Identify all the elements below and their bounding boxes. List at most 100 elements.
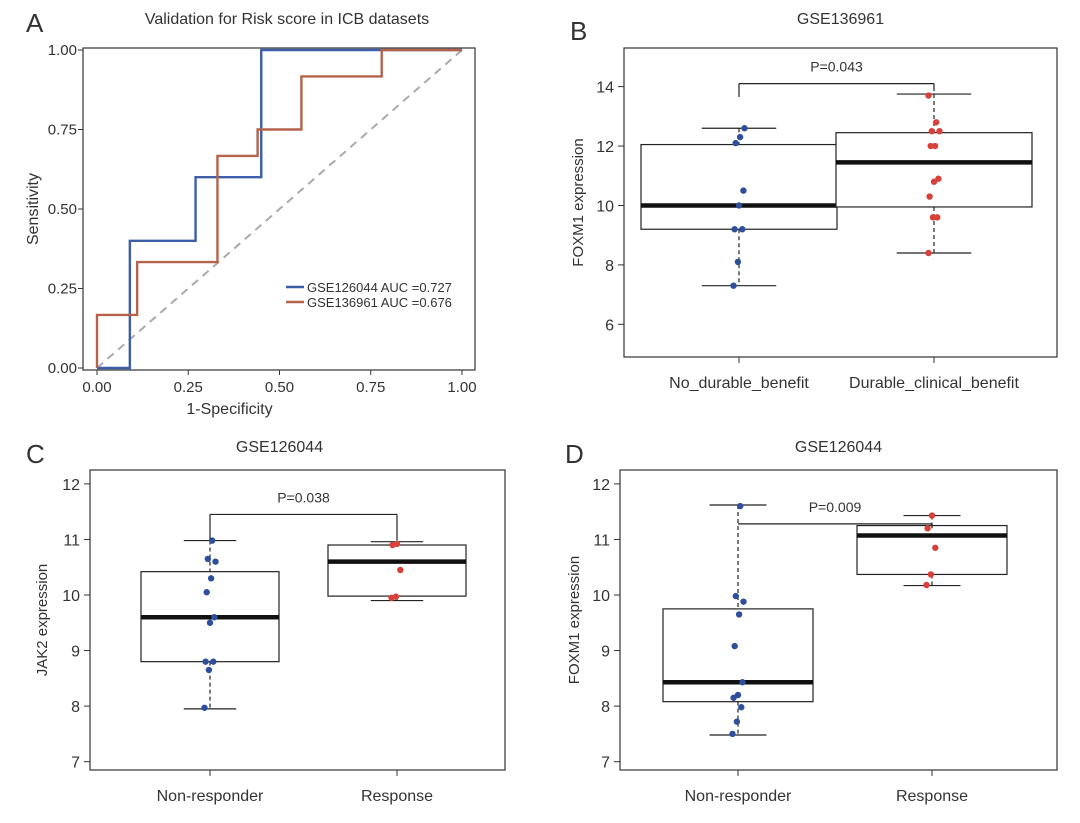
data-point [211, 614, 218, 621]
x-tick-label: 0.25 [174, 379, 203, 396]
plot-frame [89, 469, 506, 771]
data-point [925, 249, 932, 257]
legend-entry-2: GSE136961 AUC =0.676 [307, 295, 452, 310]
panel-label-b: B [570, 16, 587, 46]
y-tick-label: 11 [63, 532, 80, 549]
y-tick-label: 0.25 [48, 281, 77, 298]
x-category-label: Response [896, 788, 968, 805]
data-point [732, 139, 739, 147]
x-category-label: Durable_clinical_benefit [849, 375, 1019, 392]
panel-label-d: D [565, 439, 584, 469]
chart-title: GSE136961 [797, 11, 884, 28]
x-category-label: Non-responder [685, 788, 792, 805]
box-1 [662, 502, 814, 738]
data-point [730, 282, 737, 289]
data-point [740, 598, 747, 605]
significance-bracket: P=0.009 [738, 499, 933, 529]
x-tick-label: 0.50 [265, 379, 294, 396]
y-tick-label: 0.00 [48, 360, 77, 377]
chart-title: GSE126044 [795, 439, 882, 456]
box-rect [640, 143, 838, 230]
y-tick-label: 12 [62, 477, 80, 494]
roc-curve-2 [95, 48, 462, 368]
data-point [210, 658, 217, 665]
y-tick-label: 7 [601, 755, 610, 772]
box-rect [327, 544, 467, 597]
data-point [935, 175, 942, 182]
data-point [741, 125, 748, 132]
y-tick-label: 1.00 [48, 42, 77, 59]
panel-label-c: C [26, 439, 45, 469]
box-2 [856, 512, 1008, 589]
data-point [392, 593, 400, 600]
data-point [936, 127, 943, 135]
data-point [740, 187, 747, 194]
plot-frame [623, 47, 1058, 358]
data-point [735, 611, 743, 618]
data-point [735, 202, 743, 209]
y-tick-label: 11 [593, 532, 610, 549]
data-point [926, 193, 933, 200]
y-tick-label: 14 [596, 80, 614, 97]
y-axis-label: JAK2 expression [34, 564, 51, 677]
data-point [928, 127, 935, 135]
data-point [931, 142, 939, 150]
data-point [212, 558, 219, 565]
data-point [203, 589, 210, 596]
panel-a: A Validation for Risk score in ICB datase… [25, 8, 477, 418]
panel-b: B GSE136961 6 8 10 12 14 No_durable_benefit Dura… [570, 11, 1058, 392]
data-point [734, 691, 742, 699]
p-value-label: P=0.038 [277, 489, 330, 505]
data-point [733, 718, 741, 725]
data-point [732, 592, 739, 600]
data-point [206, 619, 214, 626]
y-axis-label: Sensitivity [25, 173, 42, 245]
roc-curve-1 [97, 48, 462, 370]
x-axis-label: 1-Specificity [186, 401, 272, 418]
data-point [737, 502, 744, 510]
data-point [929, 214, 937, 221]
data-point [928, 512, 936, 519]
data-point [924, 525, 931, 532]
x-tick-label: 0.75 [356, 379, 385, 396]
x-tick-label: 0.00 [82, 379, 111, 396]
data-point [393, 540, 401, 548]
data-point [927, 142, 934, 150]
data-point [729, 730, 736, 738]
legend-entry-1: GSE126044 AUC =0.727 [307, 280, 452, 295]
y-tick-label: 10 [592, 588, 610, 605]
box-2 [835, 92, 1033, 257]
significance-bracket: P=0.043 [738, 59, 935, 98]
p-value-label: P=0.043 [810, 59, 863, 75]
data-point [205, 666, 213, 674]
data-point [209, 537, 216, 544]
y-tick-label: 10 [596, 198, 614, 215]
data-point [207, 575, 215, 582]
panel-label-a: A [26, 8, 44, 38]
significance-bracket: P=0.038 [209, 489, 398, 541]
x-tick-label: 1.00 [447, 379, 476, 396]
y-tick-label: 9 [601, 644, 610, 661]
data-point [923, 581, 930, 589]
data-point [739, 226, 746, 233]
data-point [397, 566, 404, 574]
box-2 [327, 540, 467, 602]
y-axis-label: FOXM1 expression [570, 138, 587, 266]
box-1 [640, 125, 838, 289]
data-point [927, 571, 935, 578]
panel-c: C GSE126044 7 8 9 10 11 12 Non-responder Response… [26, 439, 506, 805]
x-category-label: Response [361, 788, 433, 805]
y-tick-label: 12 [592, 477, 610, 494]
y-tick-label: 7 [71, 755, 80, 772]
data-point [739, 679, 746, 686]
data-point [731, 226, 738, 233]
y-tick-label: 8 [601, 699, 610, 716]
y-tick-label: 0.50 [48, 201, 77, 218]
p-value-label: P=0.009 [809, 499, 862, 515]
data-point [201, 704, 208, 711]
box-rect [856, 524, 1008, 576]
data-point [734, 258, 742, 266]
data-point [933, 119, 940, 126]
y-tick-label: 10 [62, 588, 80, 605]
